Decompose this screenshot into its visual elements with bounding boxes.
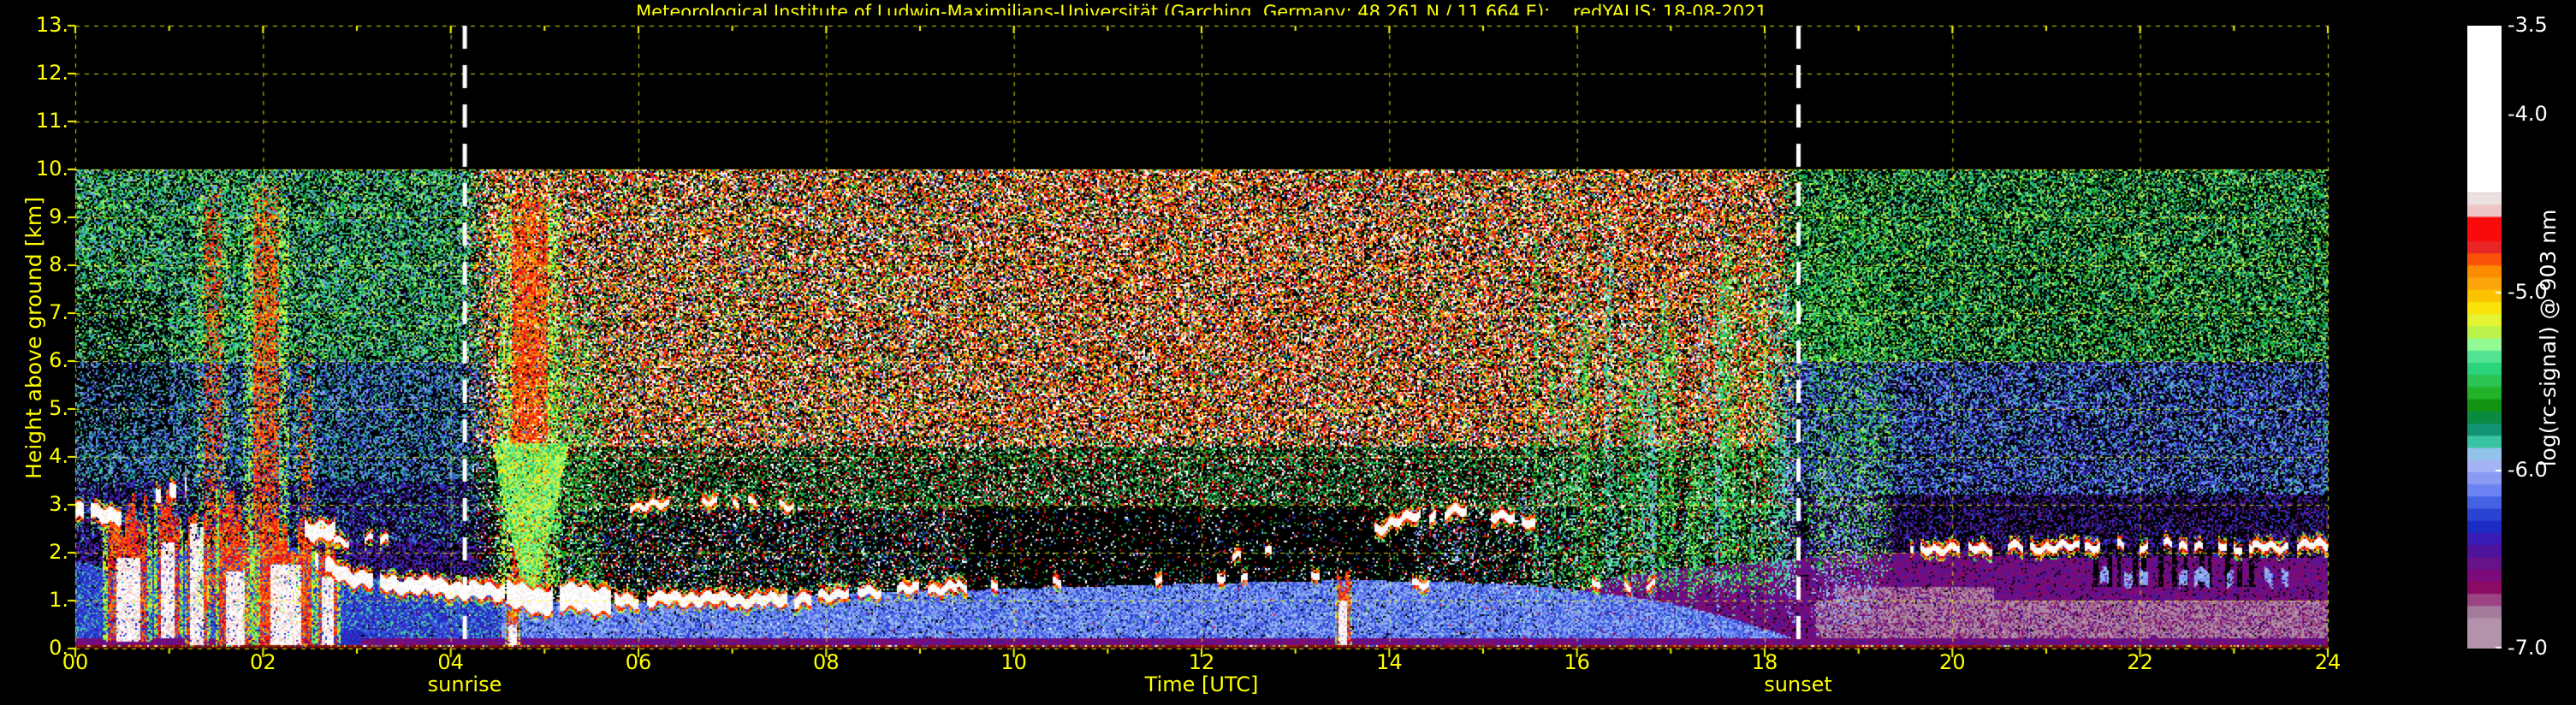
y-tick-label: 2. (49, 540, 68, 564)
x-tick-label: 12 (1188, 650, 1215, 674)
x-tick-label: 16 (1564, 650, 1590, 674)
x-tick-label: 20 (1939, 650, 1966, 674)
y-tick-label: 7. (49, 300, 68, 324)
sunset-label: sunset (1764, 672, 1832, 696)
colorbar-tick-label: -6.0 (2508, 458, 2548, 482)
y-tick-label: 8. (49, 252, 68, 276)
y-tick-label: 1. (49, 588, 68, 612)
x-tick-label: 18 (1751, 650, 1778, 674)
colorbar-tick-label: -4.0 (2508, 102, 2548, 126)
x-axis-label: Time [UTC] (1144, 672, 1259, 696)
x-tick-label: 08 (813, 650, 840, 674)
y-tick-label: 0. (49, 636, 68, 660)
y-tick-label: 9. (49, 204, 68, 228)
colorbar-tick-label: -5.0 (2508, 280, 2548, 304)
sunrise-label: sunrise (427, 672, 502, 696)
y-tick-label: 4. (49, 444, 68, 468)
y-tick-label: 6. (49, 348, 68, 372)
lidar-heatmap-canvas (65, 15, 2338, 659)
x-tick-label: 14 (1376, 650, 1403, 674)
x-tick-label: 04 (437, 650, 464, 674)
x-tick-label: 24 (2314, 650, 2342, 674)
y-tick-label: 3. (49, 492, 68, 516)
y-tick-label: 11. (35, 109, 68, 133)
y-tick-label: 5. (49, 396, 68, 420)
x-tick-label: 06 (625, 650, 652, 674)
y-tick-label: 13. (35, 13, 68, 37)
colorbar (2467, 26, 2502, 649)
x-tick-label: 02 (250, 650, 276, 674)
colorbar-tick-label: -3.5 (2508, 13, 2548, 37)
x-tick-label: 10 (1000, 650, 1027, 674)
colorbar-tick-label: -7.0 (2508, 636, 2548, 660)
y-tick-label: 12. (35, 61, 68, 85)
x-tick-label: 00 (62, 650, 89, 674)
x-tick-label: 22 (2127, 650, 2153, 674)
y-tick-label: 10. (35, 157, 68, 181)
